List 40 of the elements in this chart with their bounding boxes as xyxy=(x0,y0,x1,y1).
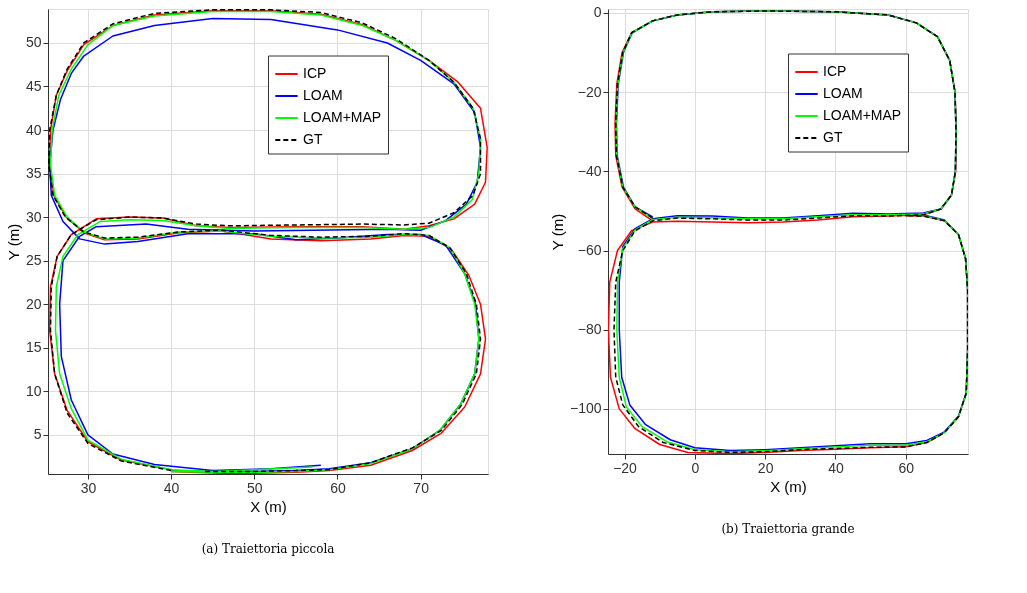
x-tick-label: 30 xyxy=(80,479,97,496)
y-tick-label: 20 xyxy=(25,295,42,312)
x-tick-label: 50 xyxy=(246,479,263,496)
x-tick-label: 70 xyxy=(413,479,430,496)
y-tick-label: 30 xyxy=(25,208,42,225)
legend-label: ICP xyxy=(823,63,847,79)
x-tick-label: 60 xyxy=(898,459,915,476)
x-tick-label: 40 xyxy=(828,459,844,476)
y-tick-label: 15 xyxy=(25,339,42,356)
y-tick-label: 10 xyxy=(25,382,42,399)
y-tick-label: 0 xyxy=(593,4,602,21)
legend-label: GT xyxy=(303,131,323,147)
y-tick-label: −100 xyxy=(569,400,602,417)
x-tick-label: 0 xyxy=(691,459,700,476)
x-tick-label: 60 xyxy=(330,479,346,496)
y-tick-label: 25 xyxy=(25,252,42,269)
y-tick-label: −20 xyxy=(577,83,602,100)
text: (b) Traiettoria grande xyxy=(721,522,855,536)
x-tick-label: 40 xyxy=(163,479,180,496)
y-axis-title: Y (m) xyxy=(548,213,566,251)
y-tick-label: 40 xyxy=(25,121,42,138)
y-axis-title: Y (m) xyxy=(4,223,22,261)
legend-label: LOAM+MAP xyxy=(303,109,382,125)
legend-label: LOAM xyxy=(823,85,863,101)
y-tick-label: 5 xyxy=(33,426,42,443)
x-axis-title: X (m) xyxy=(770,477,807,495)
y-tick-label: −60 xyxy=(577,242,602,258)
x-axis-title: X (m) xyxy=(250,497,287,515)
legend-label: ICP xyxy=(303,65,327,81)
legend-label: GT xyxy=(823,129,843,145)
x-tick-label: 20 xyxy=(757,459,774,476)
legend-label: LOAM+MAP xyxy=(823,107,902,123)
y-tick-label: 50 xyxy=(25,34,42,51)
y-tick-label: 45 xyxy=(25,78,42,94)
y-tick-label: −40 xyxy=(577,162,602,179)
y-tick-label: 35 xyxy=(25,165,42,182)
legend-label: LOAM xyxy=(303,87,343,103)
y-tick-label: −80 xyxy=(577,321,602,338)
x-tick-label: −20 xyxy=(613,459,638,476)
text: (a) Traiettoria piccola xyxy=(201,542,335,556)
